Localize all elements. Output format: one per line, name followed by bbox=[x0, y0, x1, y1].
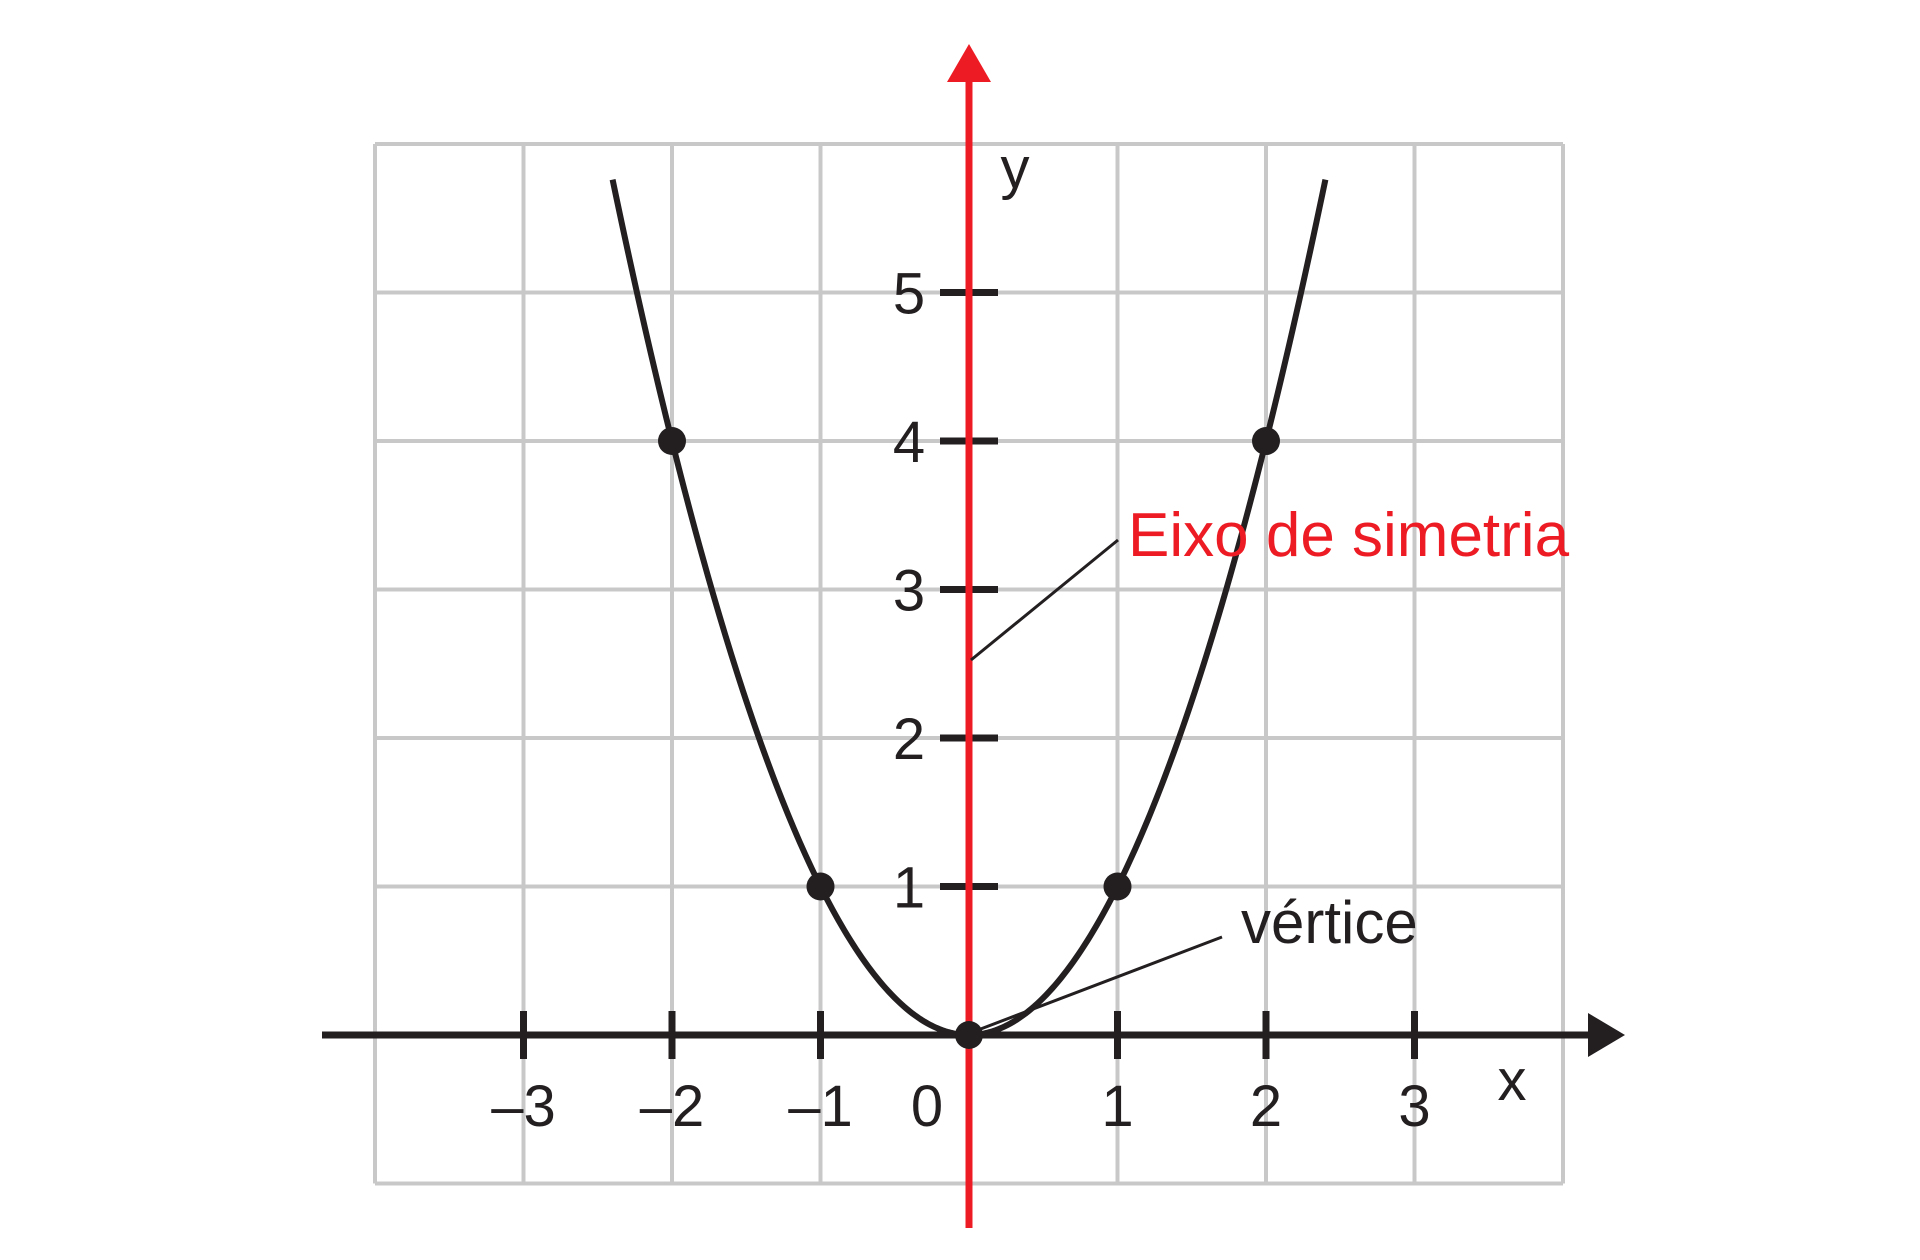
data-point bbox=[1103, 872, 1132, 901]
symmetry-layer bbox=[947, 44, 1223, 1228]
x-tick-label: 3 bbox=[1398, 1074, 1430, 1139]
points bbox=[658, 427, 1280, 1049]
y-axis-label: y bbox=[1001, 136, 1030, 201]
vertex-leader-line bbox=[977, 935, 1223, 1032]
y-tick-label: 1 bbox=[893, 856, 925, 921]
vertex-annotation: vértice bbox=[1241, 889, 1418, 956]
y-tick-label: 3 bbox=[893, 559, 925, 624]
y-tick-label: 5 bbox=[893, 262, 925, 327]
data-point bbox=[955, 1021, 983, 1049]
axis-of-symmetry-annotation: Eixo de simetria bbox=[1128, 501, 1570, 570]
x-tick-label: 2 bbox=[1250, 1074, 1282, 1139]
x-tick-label: –3 bbox=[491, 1074, 556, 1139]
symmetry-leader-line bbox=[970, 538, 1119, 662]
x-tick-label: 1 bbox=[1101, 1074, 1133, 1139]
x-tick-label: –1 bbox=[788, 1074, 853, 1139]
x-tick-label: –2 bbox=[640, 1074, 705, 1139]
x-axis-label: x bbox=[1498, 1048, 1527, 1113]
y-tick-label: 2 bbox=[893, 707, 925, 772]
data-point bbox=[1252, 427, 1280, 455]
x-tick-label: 0 bbox=[911, 1074, 943, 1139]
axis-of-symmetry-arrow bbox=[947, 44, 991, 82]
y-tick-label: 4 bbox=[893, 410, 925, 475]
labels: –3 –2 –1 0 1 2 3 1 2 3 4 5 x y Eixo de simetria vértice bbox=[491, 136, 1569, 1139]
data-point bbox=[806, 872, 835, 901]
data-point bbox=[658, 427, 686, 455]
x-axis-arrow bbox=[1588, 1013, 1625, 1057]
